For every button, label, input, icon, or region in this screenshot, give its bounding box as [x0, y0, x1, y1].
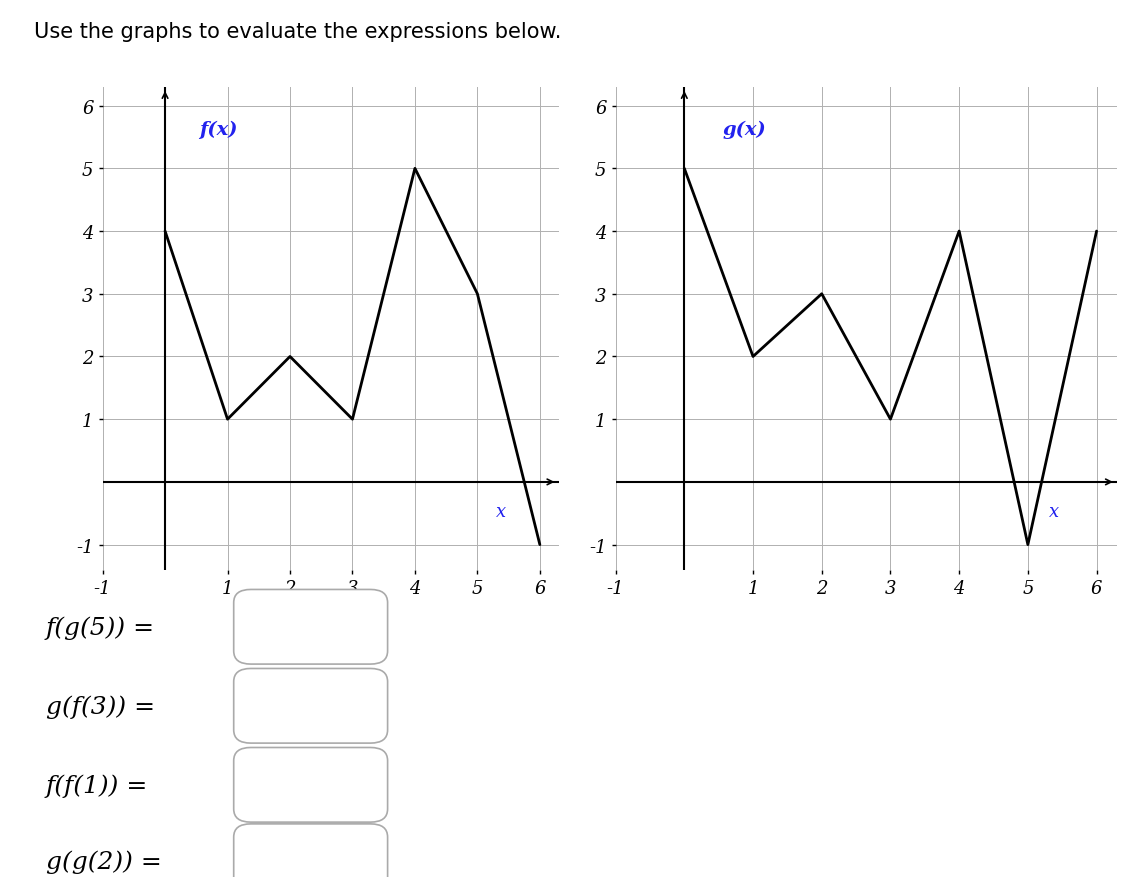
- Text: f(x): f(x): [200, 120, 238, 139]
- Text: g(x): g(x): [722, 120, 766, 139]
- Text: Use the graphs to evaluate the expressions below.: Use the graphs to evaluate the expressio…: [34, 22, 562, 42]
- Text: f(f(1)) =: f(f(1)) =: [46, 774, 148, 796]
- Text: f(g(5)) =: f(g(5)) =: [46, 616, 155, 638]
- Text: x: x: [1049, 503, 1059, 521]
- Text: x: x: [496, 503, 506, 521]
- Text: g(g(2)) =: g(g(2)) =: [46, 850, 162, 873]
- Text: g(f(3)) =: g(f(3)) =: [46, 695, 155, 717]
